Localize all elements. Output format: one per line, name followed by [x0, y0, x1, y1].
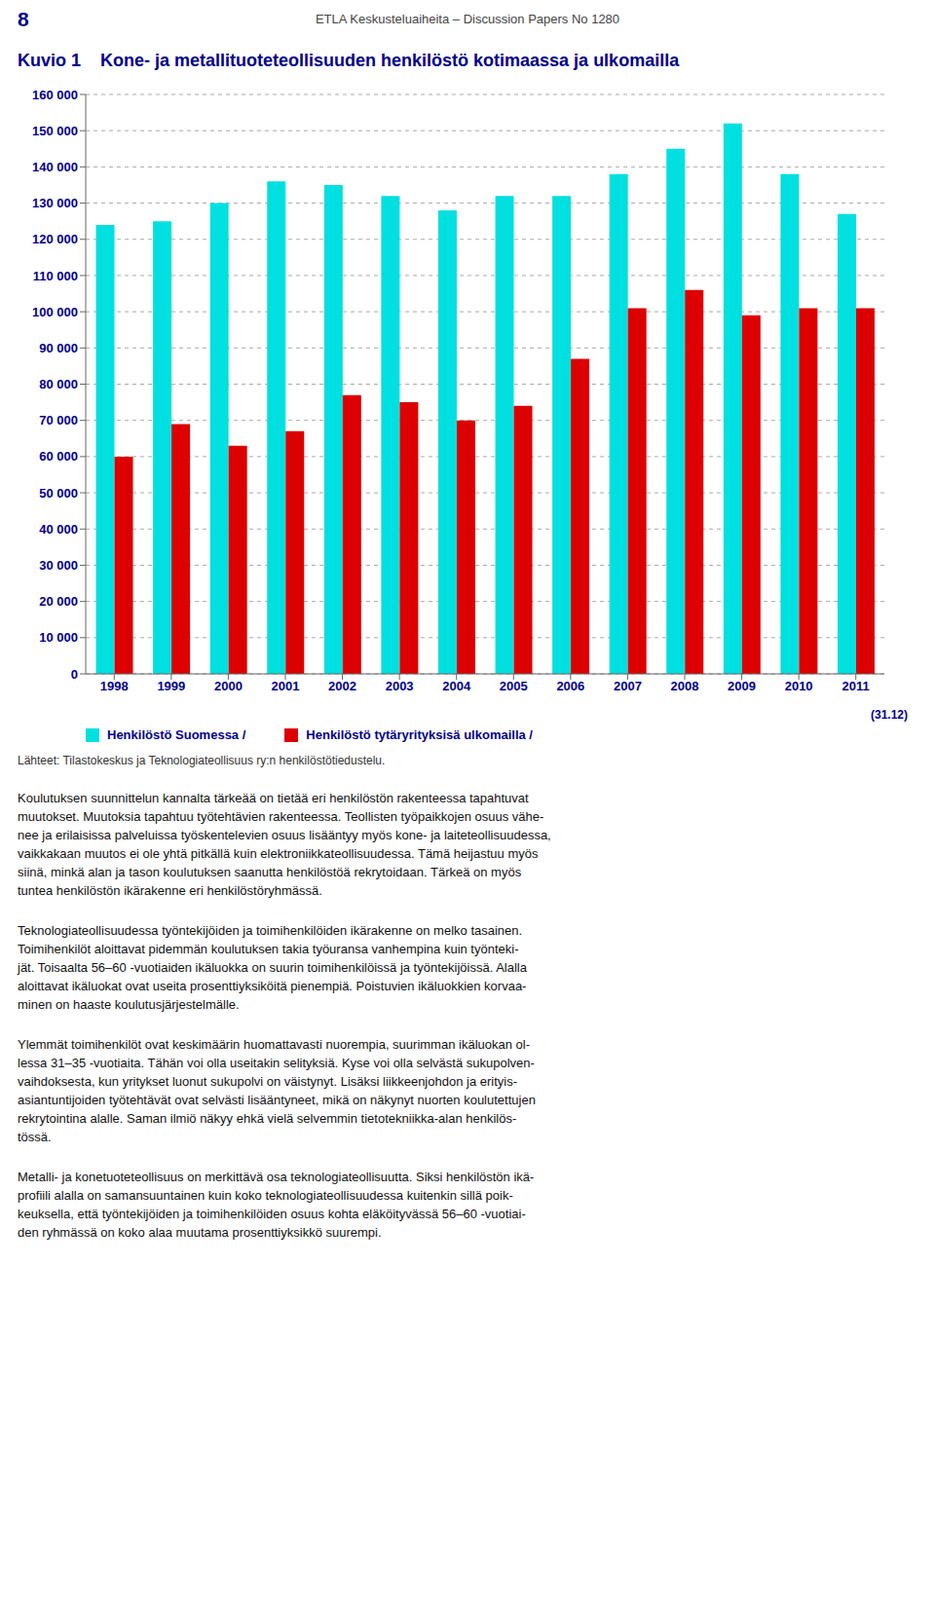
html-text:ETLA Keskusteluaiheita – Discu: ETLA Keskusteluaiheita – Discussion Pape… — [315, 11, 620, 27]
svg-text:2008: 2008 — [671, 678, 700, 694]
html-text:Ylemmät toimihenkilöt ovat kes: Ylemmät toimihenkilöt ovat keskimäärin h… — [17, 1037, 536, 1145]
svg-text:2005: 2005 — [499, 678, 528, 694]
svg-text:20 000: 20 000 — [38, 594, 78, 609]
svg-text:2004: 2004 — [442, 678, 472, 694]
html-text:Henkilöstö Suomessa /: Henkilöstö Suomessa / — [107, 727, 246, 743]
svg-text:2003: 2003 — [385, 678, 414, 694]
svg-text:70 000: 70 000 — [38, 412, 78, 428]
html-text:Lähteet: Tilastokeskus ja Tekn: Lähteet: Tilastokeskus ja Teknologiateol… — [17, 753, 386, 768]
html-text:Henkilöstö tytäryrityksisä ulk: Henkilöstö tytäryrityksisä ulkomailla / — [306, 727, 533, 743]
svg-text:40 000: 40 000 — [38, 522, 78, 537]
html-text:Kuvio 1 Kone- ja metallituotet: Kuvio 1 Kone- ja metallituoteteollisuude… — [17, 50, 680, 71]
svg-text:130 000: 130 000 — [32, 195, 78, 211]
svg-text:2011: 2011 — [842, 678, 870, 694]
svg-text:1999: 1999 — [156, 678, 186, 694]
svg-text:50 000: 50 000 — [38, 486, 78, 501]
html-text:(31.12): (31.12) — [870, 708, 908, 722]
svg-text:60 000: 60 000 — [38, 448, 78, 464]
svg-text:150 000: 150 000 — [32, 123, 78, 139]
svg-text:2009: 2009 — [727, 678, 756, 694]
svg-text:0: 0 — [71, 667, 78, 682]
html-text:Teknologiateollisuudessa työnt: Teknologiateollisuudessa työntekijöiden … — [17, 923, 527, 1012]
svg-text:110 000: 110 000 — [33, 268, 78, 284]
svg-text:10 000: 10 000 — [38, 630, 78, 645]
svg-text:2006: 2006 — [556, 678, 585, 694]
svg-text:2002: 2002 — [328, 678, 357, 694]
svg-text:30 000: 30 000 — [38, 558, 78, 573]
svg-text:80 000: 80 000 — [38, 376, 78, 392]
svg-text:160 000: 160 000 — [32, 87, 78, 103]
svg-text:2010: 2010 — [785, 678, 814, 694]
svg-text:2007: 2007 — [613, 678, 642, 694]
svg-text:2001: 2001 — [271, 678, 300, 694]
svg-text:140 000: 140 000 — [32, 159, 78, 175]
html-text:8: 8 — [17, 7, 29, 31]
svg-text:100 000: 100 000 — [32, 304, 78, 320]
svg-text:2000: 2000 — [214, 678, 243, 694]
svg-text:120 000: 120 000 — [32, 231, 78, 247]
svg-text:90 000: 90 000 — [38, 340, 78, 356]
svg-text:1998: 1998 — [100, 678, 129, 694]
html-text:Metalli- ja konetuoteteollisuu: Metalli- ja konetuoteteollisuus on merki… — [17, 1169, 535, 1240]
html-text:Koulutuksen suunnittelun kanna: Koulutuksen suunnittelun kannalta tärkeä… — [17, 790, 551, 898]
